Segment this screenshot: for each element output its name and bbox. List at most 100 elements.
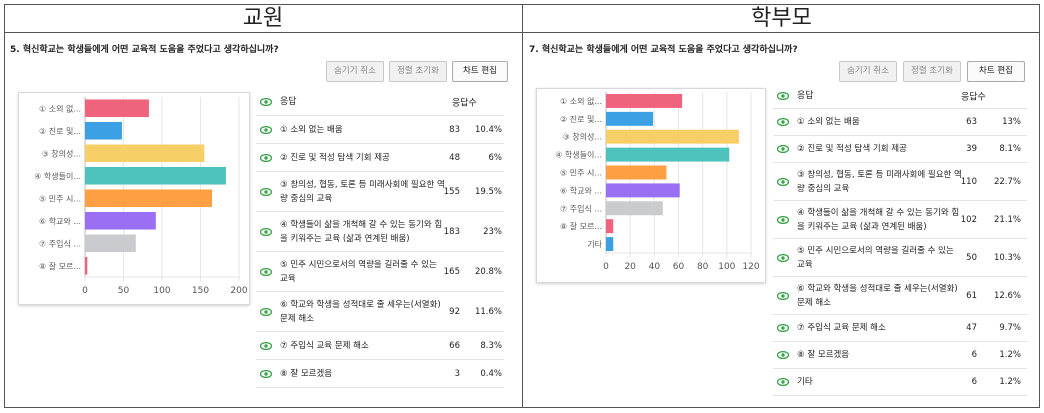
table-row[interactable]: ⑦ 주입식 교육 문제 해소 47 9.7%: [773, 315, 1027, 342]
bar[interactable]: [606, 165, 667, 180]
visibility-eye-icon[interactable]: [260, 97, 272, 106]
table-row[interactable]: ② 진로 및 적성 탐색 기회 제공 48 6%: [256, 144, 504, 172]
visibility-eye-icon[interactable]: [777, 351, 789, 359]
category-label: ① 소외 없...: [39, 103, 81, 113]
response-label-line: 기타: [797, 377, 813, 387]
table-row[interactable]: ① 소외 없는 배움 83 10.4%: [256, 116, 504, 144]
response-label-line: ⑦ 주입식 교육 문제 해소: [797, 323, 886, 333]
parent-panel: 학부모 7. 혁신학교는 학생들에게 어떤 교육적 도움을 주었다고 생각하십니…: [522, 4, 1040, 408]
bar-chart: 0 20 40 60 80 100 120 ① 소외 없... ② 진로 및... ③ 창의성..…: [536, 88, 766, 283]
visibility-eye-icon[interactable]: [777, 118, 789, 126]
visibility-eye-icon[interactable]: [260, 125, 272, 134]
category-label: ⑧ 잘 모르...: [560, 222, 602, 231]
table-row[interactable]: ⑤ 민주 시민으로서의 역량을 길러줄 수 있는 교육 50 10.3%: [773, 239, 1027, 277]
bar[interactable]: [606, 147, 730, 162]
visibility-eye-icon[interactable]: [260, 153, 272, 162]
table-row[interactable]: ② 진로 및 적성 탐색 기회 제공 39 8.1%: [773, 136, 1027, 163]
table-row[interactable]: ⑥ 학교와 학생을 성적대로 줄 세우는(서열화) 문제 해소 92 11.6%: [256, 292, 504, 332]
visibility-eye-icon[interactable]: [260, 307, 272, 316]
bar[interactable]: [85, 256, 88, 275]
x-tick-label: 200: [230, 286, 247, 296]
response-count: 83: [449, 124, 460, 135]
response-count: 63: [966, 117, 977, 127]
table-row[interactable]: ⑤ 민주 시민으로서의 역량을 길러줄 수 있는 교육 165 20.8%: [256, 252, 504, 292]
response-label-line: ① 소외 없는 배움: [797, 117, 860, 127]
response-percent: 0.4%: [480, 368, 502, 379]
edit-chart-button[interactable]: 차트 편집: [967, 61, 1025, 82]
bar[interactable]: [606, 93, 683, 108]
category-label: ② 진로 및...: [560, 114, 602, 124]
hide-cancel-button[interactable]: 숨기기 취소: [839, 61, 897, 82]
response-label-line: ① 소외 없는 배움: [280, 124, 343, 135]
bar[interactable]: [85, 99, 149, 118]
visibility-eye-icon[interactable]: [777, 253, 789, 262]
bar[interactable]: [85, 189, 213, 208]
visibility-eye-icon[interactable]: [777, 215, 789, 224]
table-row[interactable]: 기타 6 1.2%: [773, 369, 1027, 396]
response-table: 응답 응답수 ① 소외 없는 배움 83 10.4% ② 진로 및 적성 탐색 기회 제공…: [256, 88, 504, 398]
bar[interactable]: [85, 211, 156, 230]
response-label-line: 문제 해소: [280, 313, 314, 324]
response-label: ① 소외 없는 배움: [797, 115, 860, 129]
x-tick-label: 80: [697, 262, 709, 272]
bar[interactable]: [606, 129, 739, 144]
visibility-eye-icon[interactable]: [777, 177, 789, 186]
reset-sort-button[interactable]: 정렬 초기화: [903, 61, 961, 82]
visibility-eye-icon[interactable]: [260, 267, 272, 276]
response-label-line: 문제 해소: [797, 297, 831, 308]
visibility-eye-icon[interactable]: [777, 92, 789, 100]
edit-chart-button[interactable]: 차트 편집: [452, 61, 508, 82]
x-tick-label: 100: [153, 286, 170, 296]
table-row[interactable]: ⑥ 학교와 학생을 성적대로 줄 세우는(서열화) 문제 해소 61 12.6%: [773, 277, 1027, 315]
bar[interactable]: [606, 183, 680, 198]
bar[interactable]: [85, 121, 122, 140]
x-tick-label: 0: [82, 286, 88, 296]
bar[interactable]: [606, 201, 663, 216]
response-label: ① 소외 없는 배움: [280, 123, 343, 137]
table-row[interactable]: ① 소외 없는 배움 63 13%: [773, 109, 1027, 136]
table-row[interactable]: ⑦ 주입식 교육 문제 해소 66 8.3%: [256, 332, 504, 360]
hide-cancel-button[interactable]: 숨기기 취소: [326, 61, 384, 82]
table-row[interactable]: ⑧ 잘 모르겠음 3 0.4%: [256, 360, 504, 388]
bar[interactable]: [85, 234, 136, 253]
response-count: 110: [960, 176, 977, 187]
bar[interactable]: [606, 237, 614, 252]
response-count: 6: [971, 377, 977, 387]
response-label: ⑦ 주입식 교육 문제 해소: [280, 339, 369, 353]
response-label-line: 을 키워주는 교육 (삶과 연계된 배움): [280, 233, 410, 244]
visibility-eye-icon[interactable]: [260, 341, 272, 350]
response-label-line: 교육: [797, 259, 813, 270]
visibility-eye-icon[interactable]: [777, 145, 789, 153]
category-label: ③ 창의성...: [42, 148, 81, 158]
reset-sort-button[interactable]: 정렬 초기화: [389, 61, 447, 82]
visibility-eye-icon[interactable]: [777, 378, 789, 386]
category-label: ⑥ 학교와 ...: [560, 185, 602, 195]
bar-chart: 0 50 100 150 200 ① 소외 없... ② 진로 및... ③ 창의성... ④ …: [18, 92, 250, 305]
bar[interactable]: [606, 111, 654, 126]
column-header-response: 응답: [797, 91, 814, 101]
response-label: ⑤ 민주 시민으로서의 역량을 길러줄 수 있는 교육: [280, 258, 437, 286]
visibility-eye-icon[interactable]: [260, 187, 272, 196]
visibility-eye-icon[interactable]: [777, 324, 789, 332]
bar[interactable]: [85, 166, 226, 185]
table-row[interactable]: ⑧ 잘 모르겠음 6 1.2%: [773, 342, 1027, 369]
response-percent: 19.5%: [474, 186, 502, 197]
table-header-row: 응답 응답수: [773, 84, 1027, 109]
x-tick-label: 20: [624, 262, 636, 272]
response-label-line: ② 진로 및 적성 탐색 기회 제공: [280, 152, 390, 163]
category-label: ⑤ 민주 시...: [39, 193, 81, 203]
bar[interactable]: [85, 144, 205, 163]
visibility-eye-icon[interactable]: [260, 227, 272, 236]
visibility-eye-icon[interactable]: [260, 369, 272, 378]
visibility-eye-icon[interactable]: [777, 291, 789, 300]
response-percent: 8.3%: [480, 340, 502, 351]
bar[interactable]: [606, 219, 614, 234]
